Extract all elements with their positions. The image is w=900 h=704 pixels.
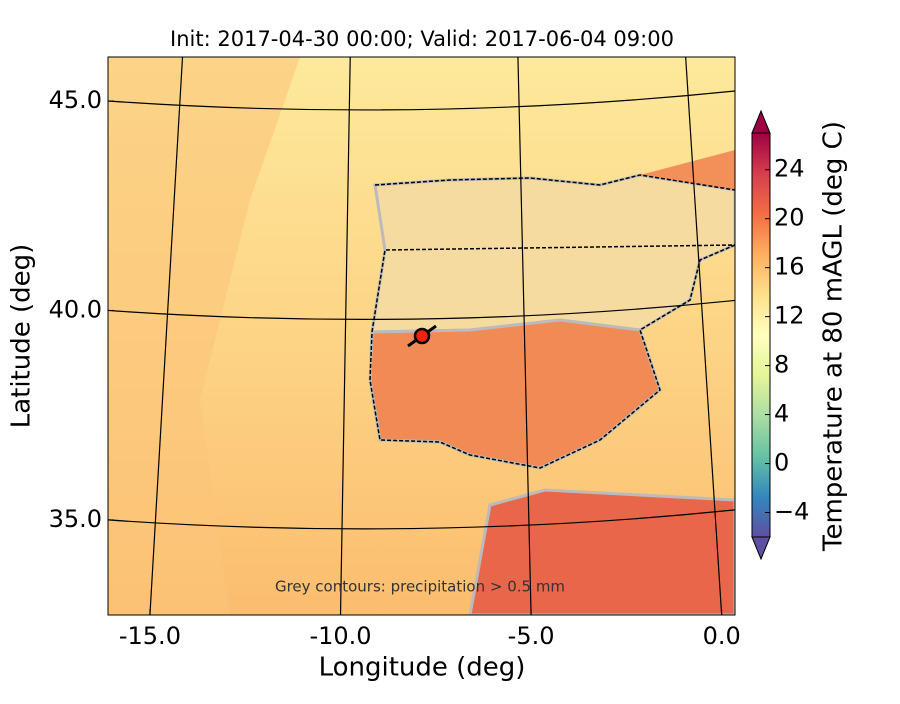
y-tick-label: 35.0	[49, 505, 102, 533]
meridian	[149, 57, 184, 615]
colorbar-tick-label: 8	[774, 351, 789, 379]
x-tick-label: -15.0	[119, 622, 181, 650]
parallel	[108, 90, 735, 111]
colorbar-tick-label: 4	[774, 400, 789, 428]
colorbar-tick-label: 20	[774, 204, 805, 232]
colorbar-extend-top	[751, 109, 771, 134]
y-tick-label: 40.0	[49, 295, 102, 323]
colorbar-extend-bottom	[751, 536, 771, 561]
colorbar-tick-label: 24	[774, 155, 805, 183]
map-area: Grey contours: precipitation > 0.5 mm	[108, 57, 735, 615]
meridian	[339, 57, 351, 615]
parallel	[108, 509, 735, 530]
meridian	[517, 57, 532, 615]
map-frame	[107, 56, 736, 616]
colorbar	[751, 132, 771, 538]
colorbar-tick-label: 12	[774, 302, 805, 330]
x-tick-label: -10.0	[309, 622, 371, 650]
x-axis-label: Longitude (deg)	[319, 653, 526, 683]
parallel	[108, 299, 735, 320]
colorbar-tick-label: 16	[774, 253, 805, 281]
site-marker	[413, 327, 431, 345]
y-axis-label: Latitude (deg)	[7, 244, 37, 429]
y-tick-label: 45.0	[49, 86, 102, 114]
land-africa	[468, 488, 735, 615]
sea-west	[108, 57, 300, 615]
colorbar-tick-label: 0	[774, 449, 789, 477]
x-tick-label: -5.0	[508, 622, 555, 650]
coastline	[369, 174, 735, 469]
meridian	[685, 57, 723, 615]
x-tick-label: 0.0	[703, 622, 741, 650]
annotation: Grey contours: precipitation > 0.5 mm	[275, 578, 565, 596]
title: Init: 2017-04-30 00:00; Valid: 2017-06-0…	[170, 27, 674, 51]
land-france	[640, 150, 735, 190]
colorbar-label: Temperature at 80 mAGL (deg C)	[819, 121, 849, 552]
colorbar-tick-label: −4	[774, 498, 809, 526]
